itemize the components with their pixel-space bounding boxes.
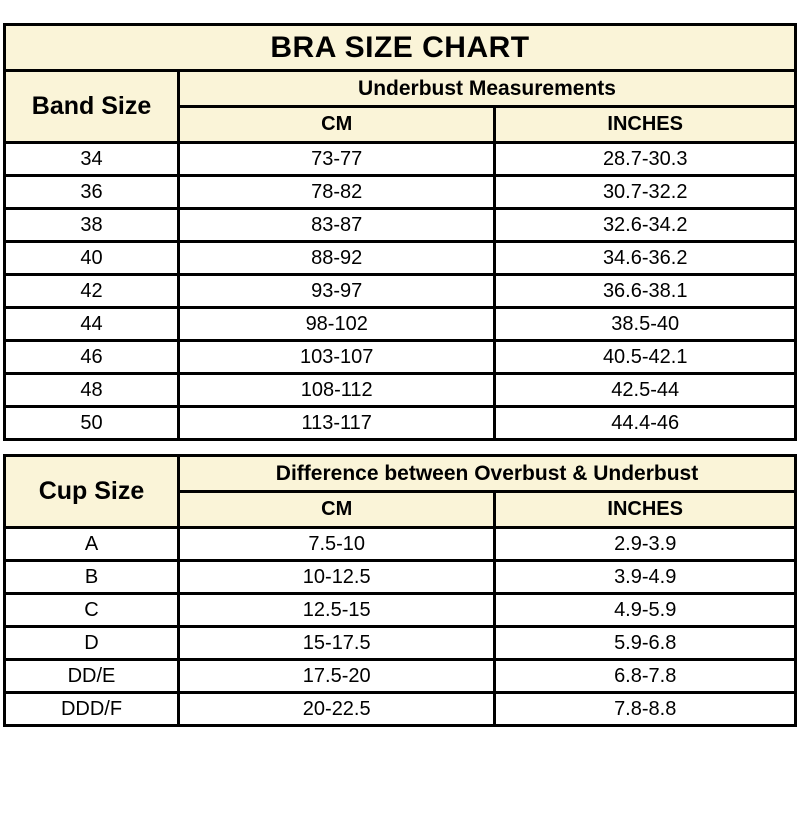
cm-column-header: CM (177, 490, 497, 529)
cm-value-cell: 98-102 (177, 306, 497, 342)
inches-value-cell: 6.8-7.8 (493, 658, 797, 694)
inches-column-header: INCHES (493, 105, 797, 144)
cm-value-cell: 83-87 (177, 207, 497, 243)
size-cell: 42 (2, 273, 181, 309)
inches-value-cell: 5.9-6.8 (493, 625, 797, 661)
size-cell: DDD/F (2, 691, 181, 727)
size-cell: 48 (2, 372, 181, 408)
table-row: A 7.5-10 2.9-3.9 (2, 526, 797, 562)
cup-size-table: Cup Size Difference between Overbust & U… (2, 454, 797, 727)
size-cell: 40 (2, 240, 181, 276)
cm-value-cell: 17.5-20 (177, 658, 497, 694)
cm-value-cell: 10-12.5 (177, 559, 497, 595)
size-cell: DD/E (2, 658, 181, 694)
cup-size-table-body: A 7.5-10 2.9-3.9 B 10-12.5 3.9-4.9 C 12.5-15 4.9… (2, 526, 797, 727)
inches-value-cell: 32.6-34.2 (493, 207, 797, 243)
size-cell: A (2, 526, 181, 562)
size-cell: 34 (2, 141, 181, 177)
bra-size-chart: BRA SIZE CHART Band Size Underbust Measu… (2, 23, 797, 727)
cm-value-cell: 7.5-10 (177, 526, 497, 562)
underbust-measurements-header: Underbust Measurements (177, 69, 797, 108)
size-cell: C (2, 592, 181, 628)
table-row: DD/E 17.5-20 6.8-7.8 (2, 658, 797, 694)
table-row: 44 98-102 38.5-40 (2, 306, 797, 342)
table-row: 38 83-87 32.6-34.2 (2, 207, 797, 243)
cm-column-header: CM (177, 105, 497, 144)
size-cell: 46 (2, 339, 181, 375)
table-row: B 10-12.5 3.9-4.9 (2, 559, 797, 595)
cup-size-header: Cup Size (2, 454, 181, 529)
cm-value-cell: 113-117 (177, 405, 497, 441)
inches-value-cell: 4.9-5.9 (493, 592, 797, 628)
size-cell: D (2, 625, 181, 661)
size-cell: 36 (2, 174, 181, 210)
cm-value-cell: 73-77 (177, 141, 497, 177)
cm-value-cell: 103-107 (177, 339, 497, 375)
inches-column-header: INCHES (493, 490, 797, 529)
cm-value-cell: 12.5-15 (177, 592, 497, 628)
inches-value-cell: 2.9-3.9 (493, 526, 797, 562)
table-row: 36 78-82 30.7-32.2 (2, 174, 797, 210)
band-size-header: Band Size (2, 69, 181, 144)
cm-value-cell: 93-97 (177, 273, 497, 309)
size-cell: 38 (2, 207, 181, 243)
inches-value-cell: 42.5-44 (493, 372, 797, 408)
table-row: 50 113-117 44.4-46 (2, 405, 797, 441)
inches-value-cell: 40.5-42.1 (493, 339, 797, 375)
cm-value-cell: 15-17.5 (177, 625, 497, 661)
inches-value-cell: 3.9-4.9 (493, 559, 797, 595)
band-size-table: BRA SIZE CHART Band Size Underbust Measu… (2, 23, 797, 441)
cm-value-cell: 20-22.5 (177, 691, 497, 727)
inches-value-cell: 34.6-36.2 (493, 240, 797, 276)
cm-value-cell: 88-92 (177, 240, 497, 276)
inches-value-cell: 7.8-8.8 (493, 691, 797, 727)
table-row: C 12.5-15 4.9-5.9 (2, 592, 797, 628)
inches-value-cell: 38.5-40 (493, 306, 797, 342)
table-row: 48 108-112 42.5-44 (2, 372, 797, 408)
size-cell: 50 (2, 405, 181, 441)
table-row: 34 73-77 28.7-30.3 (2, 141, 797, 177)
size-cell: B (2, 559, 181, 595)
band-size-table-body: 34 73-77 28.7-30.3 36 78-82 30.7-32.2 38 83-87 3… (2, 141, 797, 441)
inches-value-cell: 44.4-46 (493, 405, 797, 441)
inches-value-cell: 30.7-32.2 (493, 174, 797, 210)
table-row: DDD/F 20-22.5 7.8-8.8 (2, 691, 797, 727)
table-row: D 15-17.5 5.9-6.8 (2, 625, 797, 661)
inches-value-cell: 28.7-30.3 (493, 141, 797, 177)
table-row: 46 103-107 40.5-42.1 (2, 339, 797, 375)
table-row: 40 88-92 34.6-36.2 (2, 240, 797, 276)
table-row: 42 93-97 36.6-38.1 (2, 273, 797, 309)
overbust-difference-header: Difference between Overbust & Underbust (177, 454, 797, 493)
cm-value-cell: 108-112 (177, 372, 497, 408)
chart-title: BRA SIZE CHART (3, 23, 797, 72)
size-cell: 44 (2, 306, 181, 342)
table-divider-gap (3, 441, 797, 454)
cm-value-cell: 78-82 (177, 174, 497, 210)
inches-value-cell: 36.6-38.1 (493, 273, 797, 309)
